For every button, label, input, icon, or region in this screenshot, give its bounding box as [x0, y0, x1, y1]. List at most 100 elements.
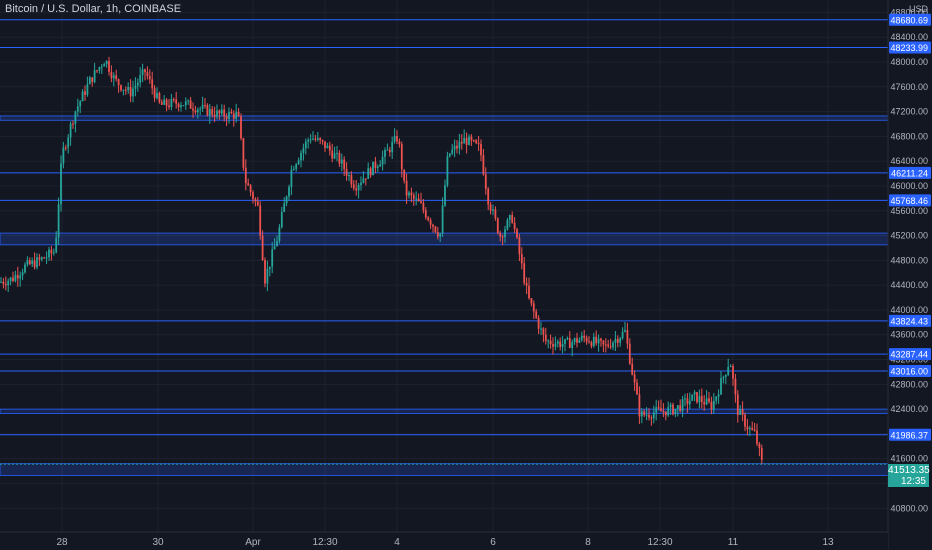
candle-body: [276, 241, 278, 247]
candle-body: [28, 260, 31, 265]
candle-body: [280, 212, 283, 228]
candle-body: [403, 169, 406, 181]
candle-body: [427, 217, 430, 221]
candle-body: [645, 414, 648, 416]
candle-body: [626, 330, 629, 344]
level-lines: [0, 19, 888, 436]
candle-body: [631, 363, 634, 375]
candle-body: [115, 75, 118, 80]
price-tick-label: 44000.00: [890, 305, 928, 315]
candle-body: [151, 79, 154, 89]
candle-body: [187, 100, 190, 102]
candle-body: [345, 169, 348, 176]
candle-body: [705, 398, 708, 405]
candle-body: [643, 411, 646, 415]
candle-body: [264, 260, 266, 284]
time-axis[interactable]: 28 30 Apr 12:30 4 6 8 12:30 11 13: [0, 531, 888, 550]
candle-body: [405, 180, 408, 196]
candle-body: [571, 342, 574, 348]
candle-body: [33, 260, 36, 268]
price-tick-label: 48800.00: [890, 7, 928, 17]
time-axis-bg: [0, 532, 888, 550]
price-tick-label: 42400.00: [890, 404, 928, 414]
candle-body: [396, 136, 398, 142]
candle-body: [321, 140, 324, 142]
candle-body: [446, 156, 449, 186]
candle-body: [333, 153, 336, 159]
candle-body: [552, 344, 554, 347]
candle-body: [55, 237, 58, 253]
candle-body: [324, 141, 326, 149]
candle-body: [664, 411, 667, 416]
candle-body: [369, 168, 372, 176]
candle-body: [410, 192, 413, 196]
candle-body: [412, 195, 415, 199]
candle-body: [506, 219, 509, 230]
candle-body: [252, 192, 254, 200]
candle-body: [657, 407, 660, 409]
candle-body: [537, 317, 540, 329]
candle-body: [244, 167, 247, 184]
candle-body: [544, 334, 547, 342]
candle-body: [105, 60, 108, 65]
candle-body: [758, 443, 761, 449]
candle-body: [307, 139, 310, 142]
candle-body: [460, 141, 463, 144]
time-tick-label: 8: [585, 537, 591, 548]
price-tick-label: 46000.00: [890, 181, 928, 191]
candle-body: [448, 153, 451, 157]
candle-body: [732, 366, 734, 379]
price-tick-label: 47600.00: [890, 82, 928, 92]
candle-body: [319, 138, 322, 141]
candle-body: [744, 414, 746, 427]
candle-body: [285, 196, 288, 204]
candle-body: [240, 116, 242, 139]
candle-body: [619, 338, 622, 343]
candle-body: [76, 106, 79, 112]
candle-body: [72, 123, 74, 125]
candle-body: [100, 66, 103, 68]
candle-body: [379, 164, 382, 167]
candle-body: [693, 392, 696, 395]
candle-body: [283, 203, 286, 213]
candle-body: [609, 346, 612, 348]
candle-body: [542, 328, 545, 335]
candle-body: [672, 404, 674, 415]
candle-body: [362, 178, 365, 183]
candle-body: [422, 202, 425, 211]
candle-body: [434, 226, 437, 233]
candle-body: [43, 257, 46, 259]
candle-body: [655, 407, 658, 413]
candle-body: [494, 209, 497, 219]
candle-body: [355, 188, 358, 191]
candle-body: [348, 175, 350, 177]
candle-body: [388, 149, 391, 153]
candle-body: [45, 257, 48, 259]
candle-body: [703, 402, 706, 405]
level-label: 41986.37: [890, 430, 928, 440]
candle-body: [540, 328, 542, 330]
candle-body: [271, 249, 274, 267]
candle-body: [295, 164, 298, 169]
candle-body: [741, 409, 744, 415]
price-tick-label: 40800.00: [890, 503, 928, 513]
candle-body: [12, 277, 14, 281]
candle-body: [235, 111, 238, 119]
candle-body: [381, 156, 384, 165]
level-label: 43016.00: [890, 366, 928, 376]
candle-body: [513, 222, 516, 230]
level-label: 48233.99: [890, 43, 928, 53]
candle-body: [292, 168, 295, 170]
candle-body: [69, 123, 72, 138]
candle-body: [357, 185, 360, 191]
candle-body: [189, 100, 192, 109]
candle-body: [278, 227, 281, 242]
candle-body: [638, 394, 641, 417]
candle-body: [760, 448, 763, 460]
candle-body: [607, 344, 610, 347]
candle-body: [304, 141, 307, 149]
candle-body: [64, 147, 67, 149]
price-tick-label: 43600.00: [890, 330, 928, 340]
candle-body: [547, 340, 550, 342]
